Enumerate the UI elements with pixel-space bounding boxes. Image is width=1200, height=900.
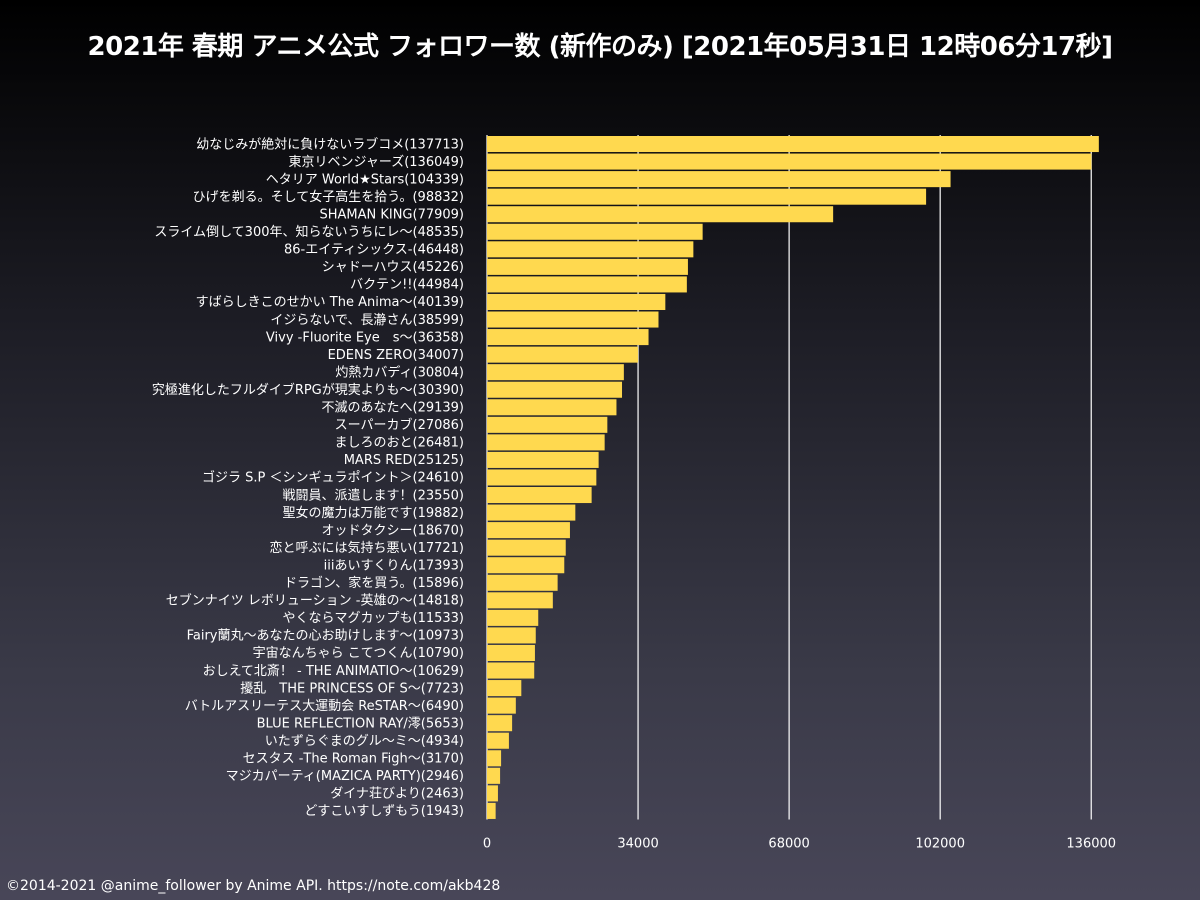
bar-38 (487, 802, 496, 819)
bar-26 (487, 592, 553, 609)
category-label: シャドーハウス(45226) (322, 260, 464, 275)
bar-1 (487, 153, 1092, 170)
category-label: セスタス -The Roman Figh〜(3170) (243, 752, 464, 767)
bar-23 (487, 539, 566, 556)
category-label: やくならマグカップも(11533) (283, 611, 465, 626)
category-label: ダイナ荘びより(2463) (330, 787, 464, 802)
category-label: バトルアスリーテス大運動会 ReSTAR〜(6490) (185, 699, 464, 714)
category-label: 宇宙なんちゃら こてつくん(10790) (253, 646, 464, 661)
category-label: スライム倒して300年、知らないうちにレ〜(48535) (154, 224, 464, 240)
category-label: BLUE REFLECTION RAY/澪(5653) (257, 716, 464, 731)
bar-10 (487, 311, 659, 328)
category-label: スーパーカブ(27086) (335, 417, 464, 433)
category-label: すばらしきこのせかい The Anima〜(40139) (196, 295, 464, 310)
category-label: ドラゴン、家を買う。(15896) (284, 575, 464, 591)
category-label: どすこいすしずもう(1943) (304, 804, 464, 819)
category-label: 幼なじみが絶対に負けないラブコメ(137713) (196, 136, 464, 152)
bar-35 (487, 750, 502, 767)
category-label: おしえて北斎！ - THE ANIMATIO〜(10629) (203, 663, 464, 679)
bar-11 (487, 329, 649, 346)
bar-8 (487, 276, 687, 293)
category-label: 擾乱 THE PRINCESS OF S〜(7723) (240, 680, 464, 696)
bar-12 (487, 346, 639, 363)
bar-34 (487, 732, 509, 749)
bar-20 (487, 487, 592, 504)
category-label: Vivy -Fluorite Eye s〜(36358) (266, 330, 464, 345)
category-label: iiiあいすくりん(17393) (324, 558, 464, 573)
category-label: ヘタリア World★Stars(104339) (266, 172, 464, 187)
x-tick-label: 68000 (768, 836, 809, 851)
category-label: ゴジラ S.P ＜シンギュラポイント＞(24610) (202, 470, 464, 486)
bar-19 (487, 469, 597, 486)
bar-25 (487, 574, 558, 591)
category-label: 戦闘員、派遣します！(23550) (283, 488, 465, 503)
copyright-footer: ©2014-2021 @anime_follower by Anime API.… (6, 878, 501, 894)
category-label: SHAMAN KING(77909) (319, 207, 464, 222)
category-label: ひげを剃る。そして女子高生を拾う。(98832) (193, 189, 464, 205)
bar-27 (487, 609, 539, 626)
category-label: 恋と呼ぶには気持ち悪い(17721) (270, 540, 465, 556)
bar-36 (487, 767, 501, 784)
x-axis-ticks: 0 34000 68000 102000 136000 (483, 836, 1116, 851)
bar-22 (487, 522, 570, 539)
category-label: オッドタクシー(18670) (322, 523, 465, 538)
bar-6 (487, 241, 694, 258)
category-label: 究極進化したフルダイブRPGが現実よりも〜(30390) (152, 382, 464, 398)
category-label: EDENS ZERO(34007) (328, 348, 464, 363)
bar-4 (487, 206, 834, 223)
bar-28 (487, 627, 536, 644)
bar-16 (487, 416, 608, 433)
bar-2 (487, 171, 951, 188)
bars (487, 136, 1099, 819)
category-label: マジカパーティ(MAZICA PARTY)(2946) (226, 769, 464, 784)
bar-24 (487, 557, 565, 574)
x-tick-label: 0 (483, 836, 491, 851)
category-label: バクテン!!(44984) (350, 278, 464, 293)
category-labels: 幼なじみが絶対に負けないラブコメ(137713) 東京リベンジャーズ(136049… (152, 136, 464, 819)
bar-15 (487, 399, 617, 416)
bar-33 (487, 715, 513, 732)
category-label: 灼熱カバディ(30804) (335, 364, 464, 380)
category-label: 聖女の魔力は万能です(19882) (283, 505, 465, 521)
bar-3 (487, 188, 927, 205)
bar-17 (487, 434, 605, 451)
bar-31 (487, 680, 522, 697)
bar-29 (487, 644, 535, 661)
x-tick-label: 34000 (617, 836, 658, 851)
category-label: セブンナイツ レボリューション -英雄の〜(14818) (166, 593, 464, 609)
bar-7 (487, 258, 688, 275)
bar-0 (487, 136, 1099, 153)
bar-9 (487, 293, 666, 310)
bar-37 (487, 785, 498, 802)
category-label: 東京リベンジャーズ(136049) (289, 154, 464, 170)
bar-13 (487, 364, 624, 381)
category-label: Fairy蘭丸〜あなたの心お助けします〜(10973) (187, 628, 464, 644)
chart-title: 2021年 春期 アニメ公式 フォロワー数 (新作のみ) [2021年05月31… (87, 32, 1113, 62)
category-label: ましろのおと(26481) (335, 436, 465, 451)
category-label: いたずらぐまのグル〜ミ〜(4934) (265, 734, 464, 749)
category-label: MARS RED(25125) (344, 453, 464, 468)
bar-5 (487, 223, 703, 240)
category-label: 86-エイティシックス-(46448) (284, 243, 464, 258)
bar-21 (487, 504, 576, 521)
x-tick-label: 102000 (915, 836, 965, 851)
bar-18 (487, 451, 599, 468)
category-label: イジらないで、長瀞さん(38599) (270, 312, 464, 328)
bar-14 (487, 381, 623, 398)
bar-30 (487, 662, 535, 679)
bar-32 (487, 697, 516, 714)
category-label: 不滅のあなたへ(29139) (322, 401, 465, 416)
x-tick-label: 136000 (1066, 836, 1116, 851)
